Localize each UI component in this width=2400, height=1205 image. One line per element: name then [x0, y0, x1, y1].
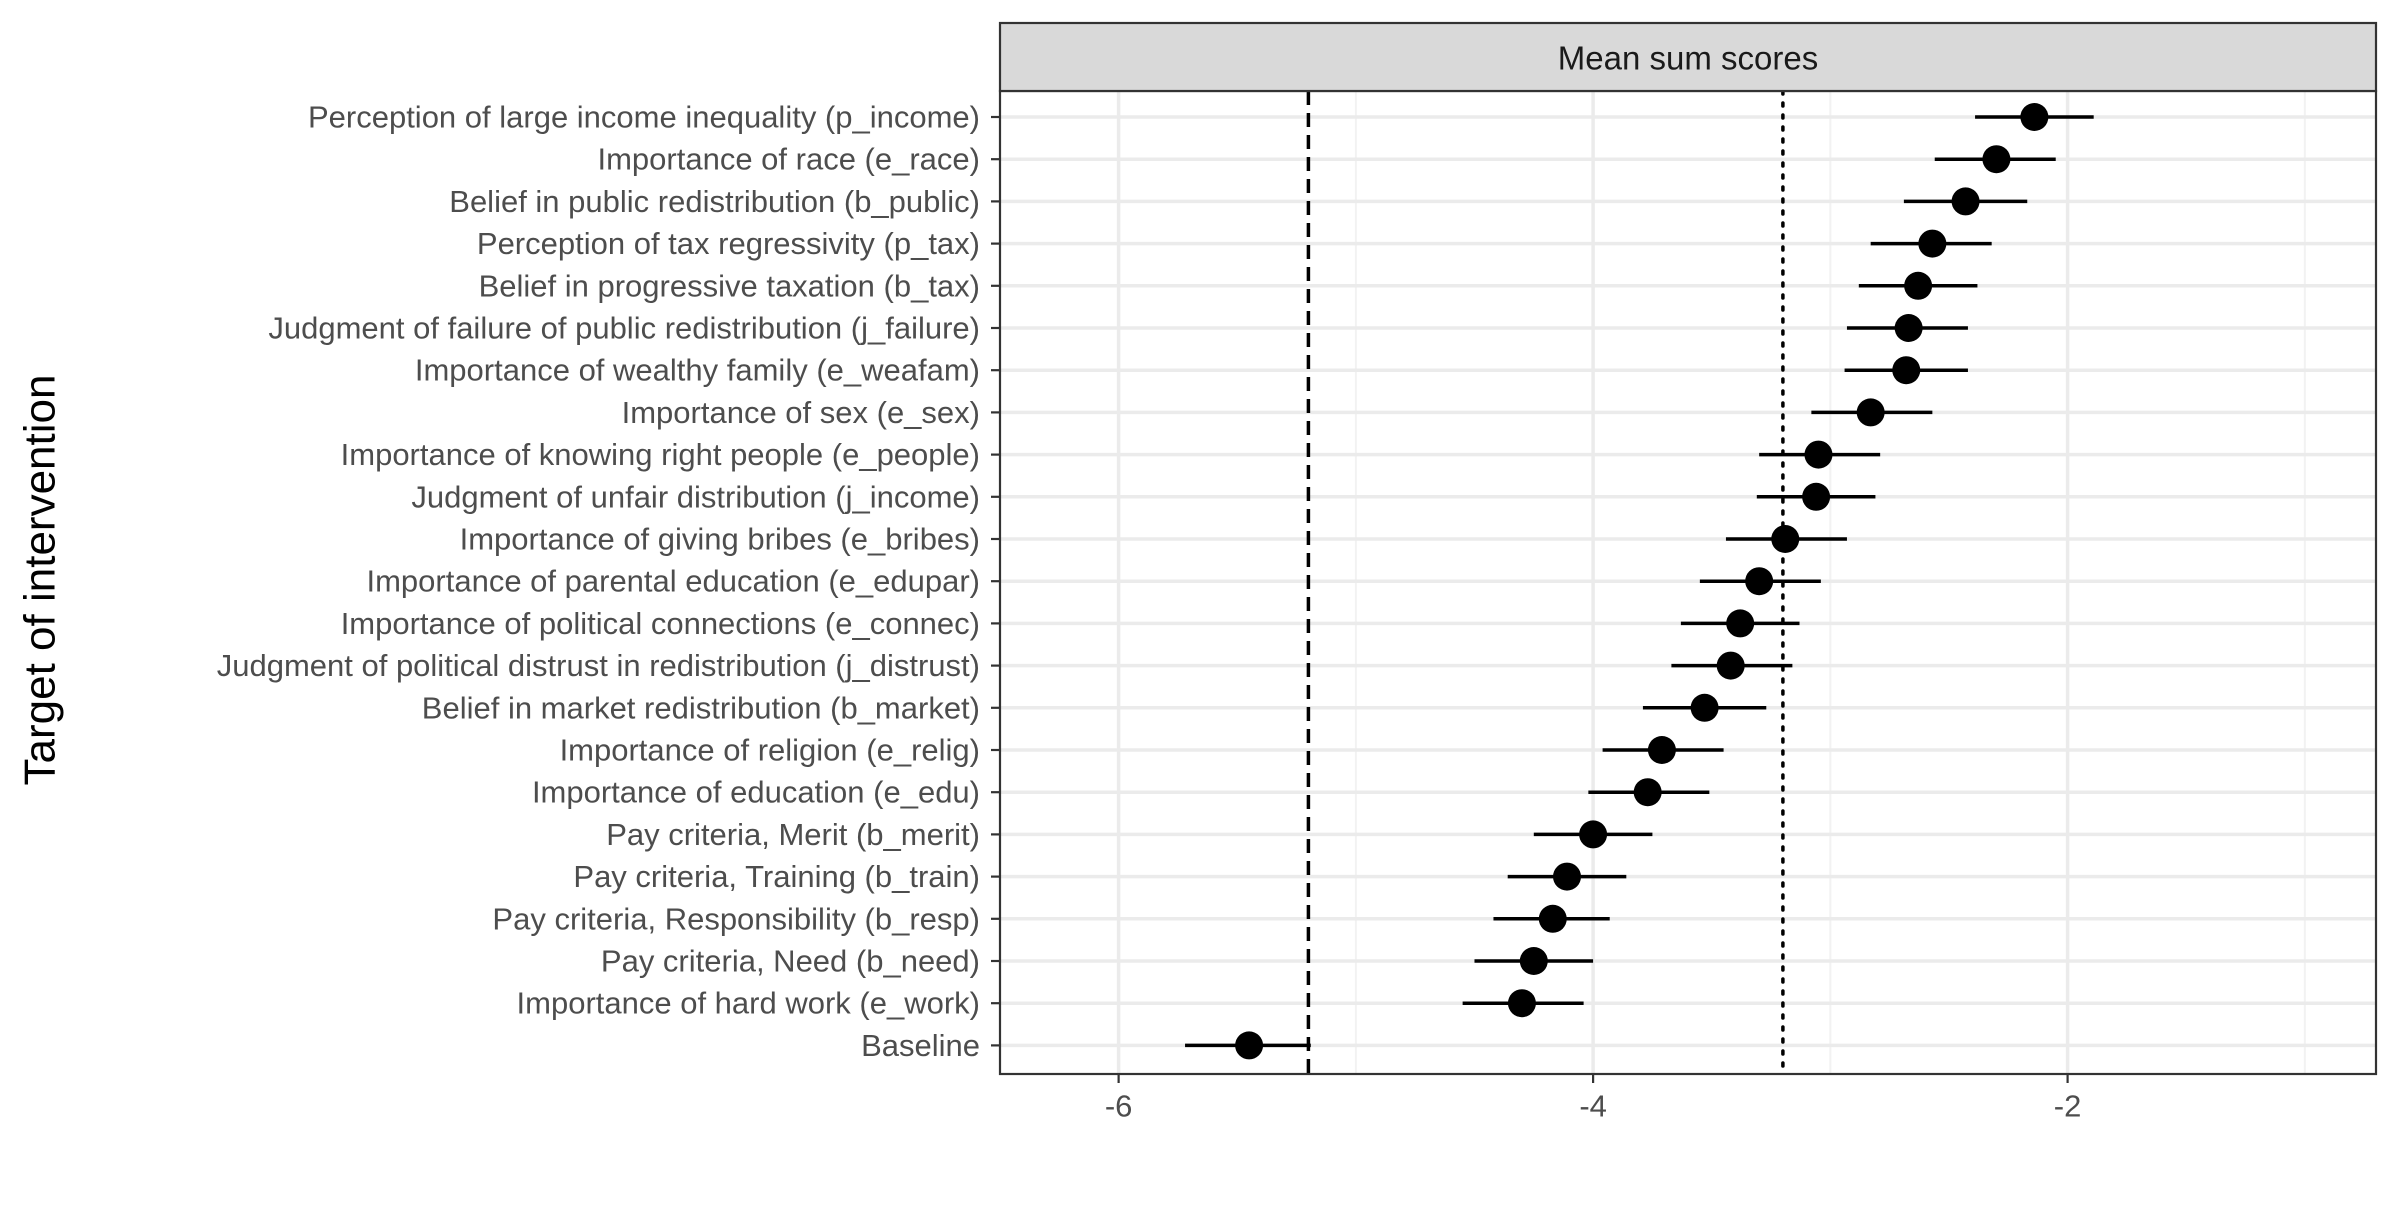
- data-point: [1633, 778, 1662, 807]
- grid-layer: [1000, 91, 2376, 1074]
- x-axis-ticks: -6 -4 -2: [1105, 1074, 2082, 1124]
- y-tick-label: Importance of knowing right people (e_pe…: [341, 437, 980, 472]
- data-point: [1745, 567, 1774, 596]
- y-tick-label: Pay criteria, Need (b_need): [601, 944, 980, 979]
- data-point: [1726, 609, 1755, 638]
- y-axis-ticks: Perception of large income inequality (p…: [217, 100, 1000, 1063]
- data-point: [1918, 229, 1947, 258]
- data-point: [1519, 947, 1548, 975]
- data-point: [1579, 820, 1608, 849]
- data-point: [1647, 736, 1676, 764]
- y-tick-label: Perception of large income inequality (p…: [308, 100, 980, 135]
- data-point: [1235, 1031, 1264, 1060]
- y-axis-title: Target of intervention: [16, 375, 65, 786]
- x-tick-label: -4: [1579, 1089, 1607, 1124]
- x-tick-label: -2: [2054, 1089, 2082, 1124]
- data-point: [2020, 103, 2049, 131]
- y-tick-label: Importance of religion (e_relig): [560, 733, 980, 768]
- data-point: [1690, 693, 1719, 722]
- y-tick-label: Judgment of unfair distribution (j_incom…: [411, 479, 980, 514]
- y-tick-label: Belief in market redistribution (b_marke…: [422, 690, 980, 725]
- data-point: [1856, 398, 1885, 427]
- data-point: [1982, 145, 2011, 174]
- y-tick-label: Judgment of failure of public redistribu…: [268, 311, 980, 346]
- y-tick-label: Importance of wealthy family (e_weafam): [415, 353, 980, 388]
- facet-title: Mean sum scores: [1558, 40, 1818, 77]
- y-tick-label: Perception of tax regressivity (p_tax): [477, 226, 980, 261]
- data-point: [1951, 187, 1980, 216]
- y-tick-label: Importance of parental education (e_edup…: [366, 564, 980, 599]
- data-marks: [1185, 103, 2094, 1060]
- data-point: [1904, 271, 1933, 300]
- y-tick-label: Importance of giving bribes (e_bribes): [460, 522, 980, 557]
- y-tick-label: Importance of race (e_race): [597, 142, 980, 177]
- y-tick-label: Pay criteria, Responsibility (b_resp): [492, 901, 980, 936]
- y-tick-label: Belief in progressive taxation (b_tax): [479, 268, 980, 303]
- data-point: [1894, 314, 1923, 342]
- y-tick-label: Importance of sex (e_sex): [622, 395, 980, 430]
- data-point: [1507, 989, 1536, 1018]
- data-point: [1804, 440, 1833, 469]
- y-tick-label: Belief in public redistribution (b_publi…: [449, 184, 980, 219]
- facet-strip: [998, 21, 2378, 93]
- data-point: [1771, 525, 1800, 553]
- y-tick-label: Judgment of political distrust in redist…: [217, 648, 980, 683]
- y-tick-label: Pay criteria, Merit (b_merit): [606, 817, 980, 852]
- y-tick-label: Pay criteria, Training (b_train): [573, 859, 980, 894]
- data-point: [1538, 904, 1567, 933]
- y-tick-label: Baseline: [861, 1028, 980, 1063]
- x-tick-label: -6: [1105, 1089, 1133, 1124]
- y-tick-label: Importance of hard work (e_work): [517, 986, 980, 1021]
- data-point: [1553, 862, 1582, 891]
- data-point: [1716, 651, 1745, 680]
- y-tick-label: Importance of education (e_edu): [532, 775, 980, 810]
- data-point: [1892, 356, 1921, 385]
- y-tick-label: Importance of political connections (e_c…: [341, 606, 980, 641]
- data-point: [1802, 482, 1831, 511]
